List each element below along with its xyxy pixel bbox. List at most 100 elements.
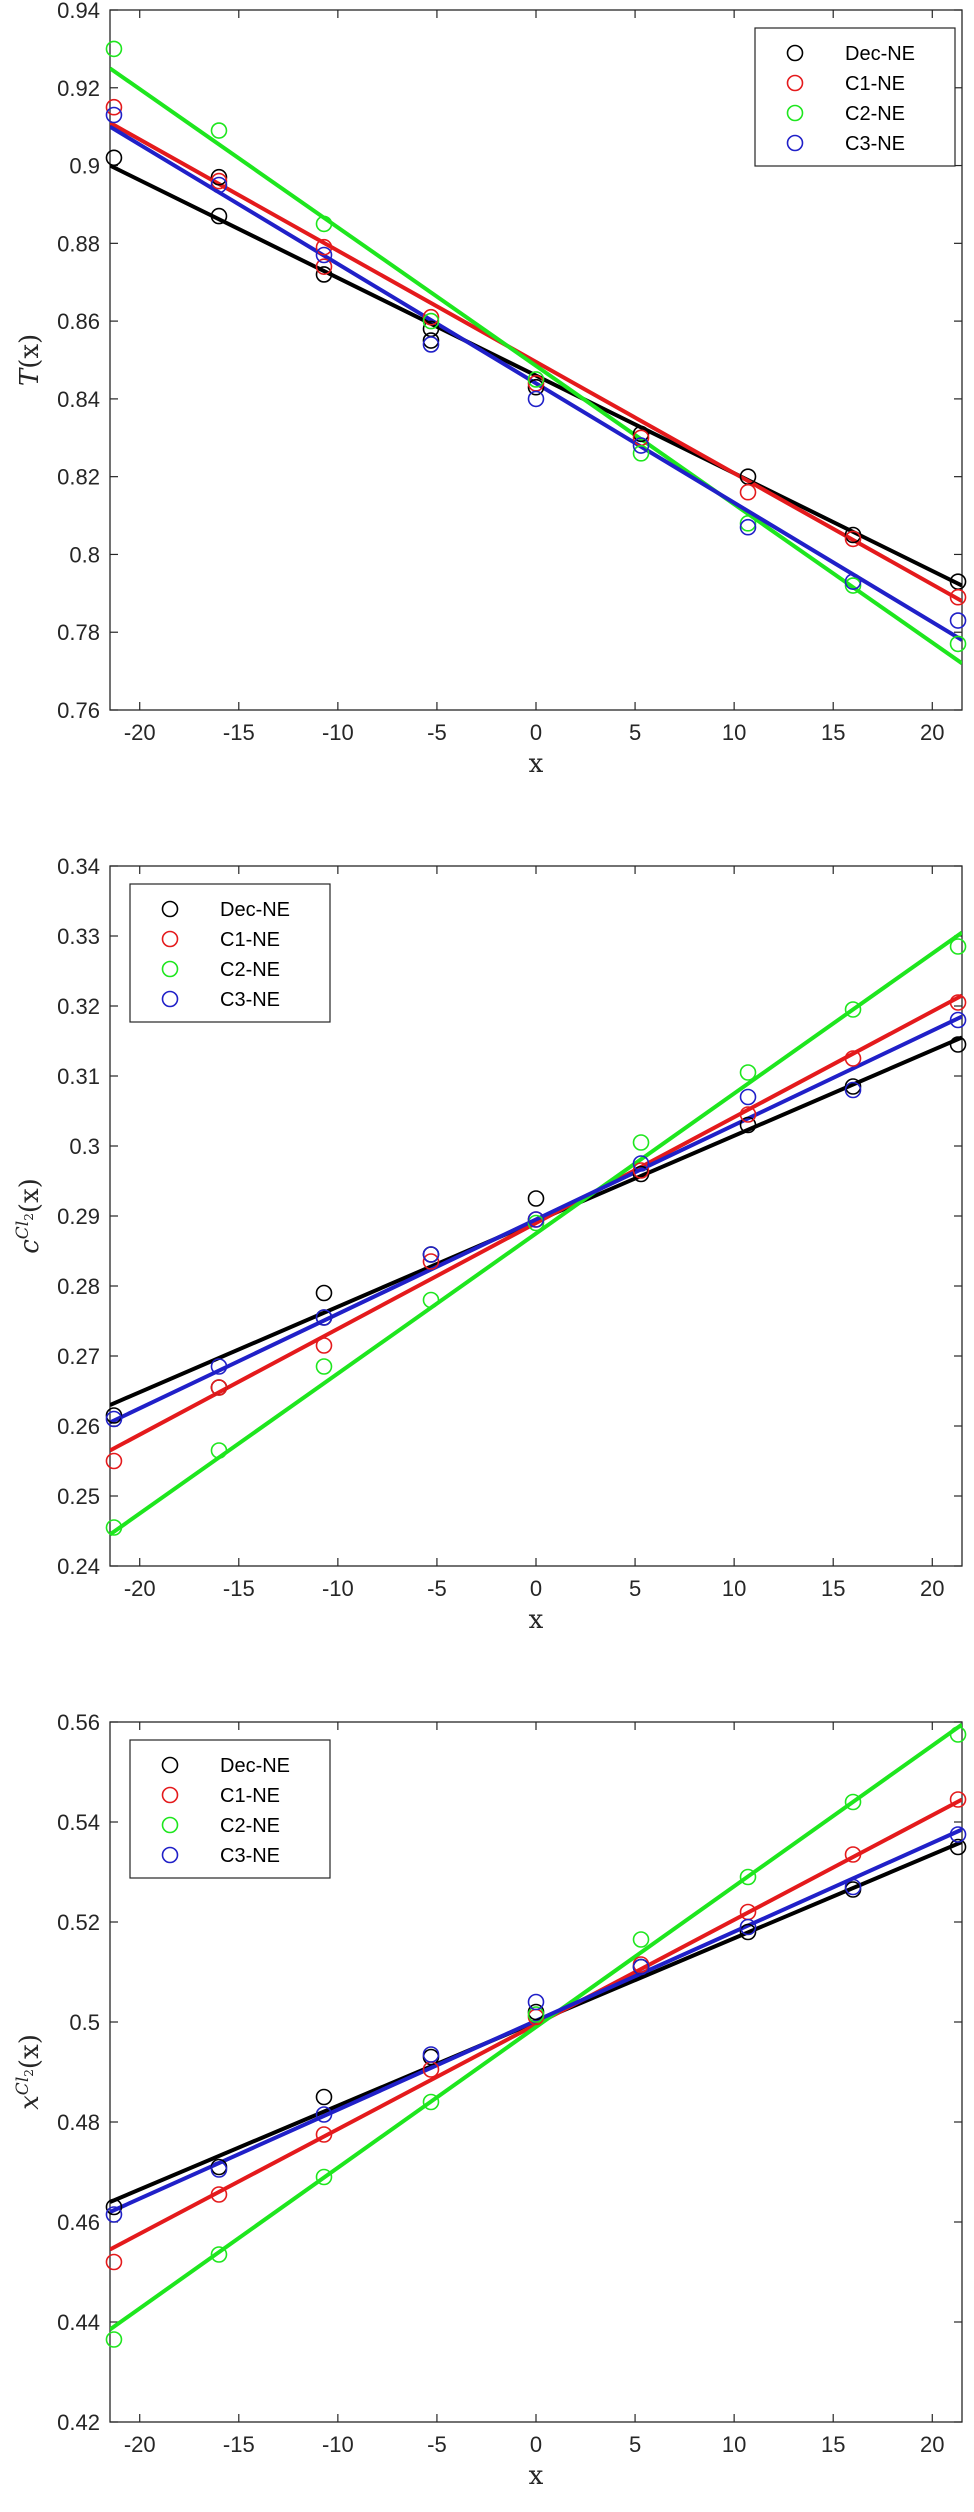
data-point	[422, 1246, 440, 1263]
legend-label: C3-NE	[845, 133, 905, 155]
y-tick-label: 0.42	[57, 2410, 100, 2435]
data-point	[105, 149, 123, 167]
legend-label: C3-NE	[220, 1845, 280, 1867]
y-tick-label: 0.56	[57, 1712, 100, 1735]
legend-label: C3-NE	[220, 989, 280, 1011]
data-point	[527, 371, 545, 388]
data-point	[632, 1155, 650, 1172]
data-point	[315, 266, 333, 283]
y-tick-label: 0.44	[57, 2310, 100, 2335]
x-tick-label: 20	[920, 720, 944, 745]
data-point	[422, 2093, 440, 2111]
x-tick-label: 10	[722, 2432, 746, 2457]
x-tick-label: 15	[821, 720, 845, 745]
data-point	[844, 526, 862, 544]
legend-marker	[161, 1846, 179, 1864]
x-tick-label: 20	[920, 1576, 944, 1601]
x-tick-label: 5	[629, 720, 641, 745]
data-point	[949, 588, 967, 606]
fit-line	[110, 121, 962, 603]
x-tick-label: -10	[322, 2432, 354, 2457]
data-point	[527, 1211, 545, 1228]
data-point	[210, 2186, 228, 2203]
x-tick-label: 15	[821, 1576, 845, 1601]
x-tick-label: 0	[530, 720, 542, 745]
data-point	[210, 1379, 228, 1396]
data-point	[210, 176, 228, 194]
legend: Dec-NE C1-NE C2-NE C3-NE	[129, 883, 331, 1023]
y-tick-label: 0.29	[57, 1204, 100, 1229]
y-axis-title: T(x)	[15, 334, 45, 386]
fit-line	[110, 930, 962, 1537]
y-tick-label: 0.46	[57, 2210, 100, 2235]
fit-line	[110, 1014, 962, 1425]
x-tick-label: -20	[124, 720, 156, 745]
data-point	[105, 2206, 123, 2223]
series-c3-ne	[110, 1014, 962, 1425]
data-point	[315, 1284, 333, 1302]
data-point	[949, 1036, 967, 1053]
x-tick-label: -15	[223, 2432, 255, 2457]
data-point	[105, 40, 123, 58]
data-point	[210, 172, 228, 190]
legend-marker	[161, 990, 179, 1008]
data-point	[527, 378, 545, 396]
data-point	[844, 577, 862, 594]
y-tick-label: 0.34	[57, 856, 100, 879]
chart-svg: -20 -15 -10 -5 0 5 10 15 20 0.24 0.25 0.26 0.27 0.28 0…	[13, 856, 967, 1635]
data-point	[739, 483, 757, 501]
x-tick-label: -15	[223, 720, 255, 745]
legend-label: C1-NE	[220, 929, 280, 951]
y-tick-label: 0.24	[57, 1554, 100, 1579]
data-point	[527, 1190, 545, 1207]
fit-line	[110, 1827, 962, 2214]
data-point	[949, 635, 967, 653]
data-point	[315, 1309, 333, 1326]
x-tick-label: -5	[427, 720, 447, 745]
data-point	[844, 1050, 862, 1067]
series-c1-ne	[110, 993, 962, 1453]
y-tick-label: 0.76	[57, 698, 100, 723]
data-point	[315, 2168, 333, 2186]
y-tick-label: 0.31	[57, 1064, 100, 1089]
data-point	[210, 2161, 228, 2178]
data-point	[632, 1958, 650, 1976]
data-point	[422, 332, 440, 349]
x-axis-title: x	[529, 1605, 544, 1635]
data-point	[422, 2046, 440, 2063]
data-point	[739, 1918, 757, 1936]
data-point	[315, 1337, 333, 1354]
data-point	[422, 312, 440, 330]
legend: Dec-NE C1-NE C2-NE C3-NE	[129, 1739, 331, 1879]
series-c2-ne	[110, 930, 962, 1537]
data-point	[949, 1791, 967, 1808]
data-point	[105, 2198, 123, 2216]
legend-label: C2-NE	[220, 1815, 280, 1837]
data-point	[739, 1116, 757, 1134]
data-point	[632, 445, 650, 462]
data-point	[527, 1993, 545, 2011]
x-tick-label: -5	[427, 1576, 447, 1601]
svg-text:cCl2(x): cCl2(x)	[13, 1178, 45, 1254]
y-tick-label: 0.33	[57, 924, 100, 949]
svg-text:xCl2(x): xCl2(x)	[13, 2034, 45, 2110]
legend-label: Dec-NE	[220, 1755, 290, 1777]
legend-label: C1-NE	[845, 73, 905, 95]
fit-line	[110, 993, 962, 1453]
data-point	[105, 2253, 123, 2271]
svg-text:T(x): T(x)	[15, 334, 45, 386]
data-point	[844, 1001, 862, 1018]
data-point	[844, 1878, 862, 1896]
data-point	[949, 1011, 967, 1029]
data-point	[315, 1358, 333, 1375]
data-point	[315, 238, 333, 256]
data-point	[315, 2126, 333, 2143]
data-point	[210, 122, 228, 139]
data-point	[210, 2246, 228, 2263]
data-point	[315, 246, 333, 264]
data-point	[105, 106, 123, 124]
data-point	[949, 1826, 967, 1843]
data-point	[105, 98, 123, 116]
data-point	[210, 207, 228, 225]
series-c2-ne	[110, 66, 962, 665]
